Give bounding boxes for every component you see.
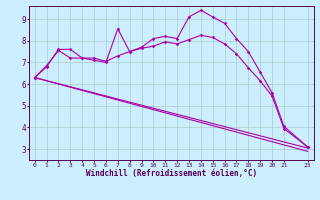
X-axis label: Windchill (Refroidissement éolien,°C): Windchill (Refroidissement éolien,°C) [86, 169, 257, 178]
